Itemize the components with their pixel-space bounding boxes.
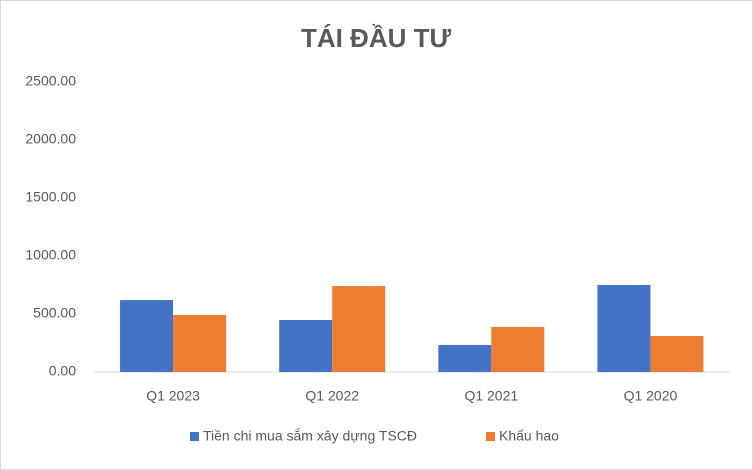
bar <box>120 300 174 372</box>
legend-swatch <box>190 432 199 441</box>
y-tick-label: 0.00 <box>49 363 76 379</box>
bar <box>279 320 333 372</box>
x-tick-label: Q1 2023 <box>146 388 200 404</box>
y-tick-label: 2000.00 <box>25 131 76 147</box>
legend-label: Tiền chi mua sắm xây dựng TSCĐ <box>203 428 417 444</box>
x-tick-label: Q1 2020 <box>624 388 678 404</box>
bar <box>597 285 651 372</box>
bar <box>491 326 545 372</box>
bar <box>438 344 492 372</box>
x-tick-label: Q1 2021 <box>464 388 518 404</box>
y-tick-label: 500.00 <box>33 305 76 321</box>
y-tick-label: 1500.00 <box>25 189 76 205</box>
bar <box>650 336 704 372</box>
legend-swatch <box>486 432 495 441</box>
chart-title: TÁI ĐẦU TƯ <box>301 23 452 53</box>
y-tick-label: 1000.00 <box>25 247 76 263</box>
x-tick-label: Q1 2022 <box>305 388 359 404</box>
y-tick-label: 2500.00 <box>25 73 76 89</box>
legend-label: Khấu hao <box>499 428 559 444</box>
bar <box>173 315 227 372</box>
bar <box>332 286 386 372</box>
